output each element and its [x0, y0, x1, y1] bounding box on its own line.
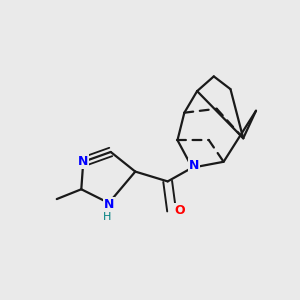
Text: H: H: [103, 212, 111, 222]
Text: N: N: [78, 155, 88, 168]
Text: O: O: [174, 204, 185, 218]
Text: N: N: [189, 159, 200, 172]
Text: N: N: [103, 199, 114, 212]
